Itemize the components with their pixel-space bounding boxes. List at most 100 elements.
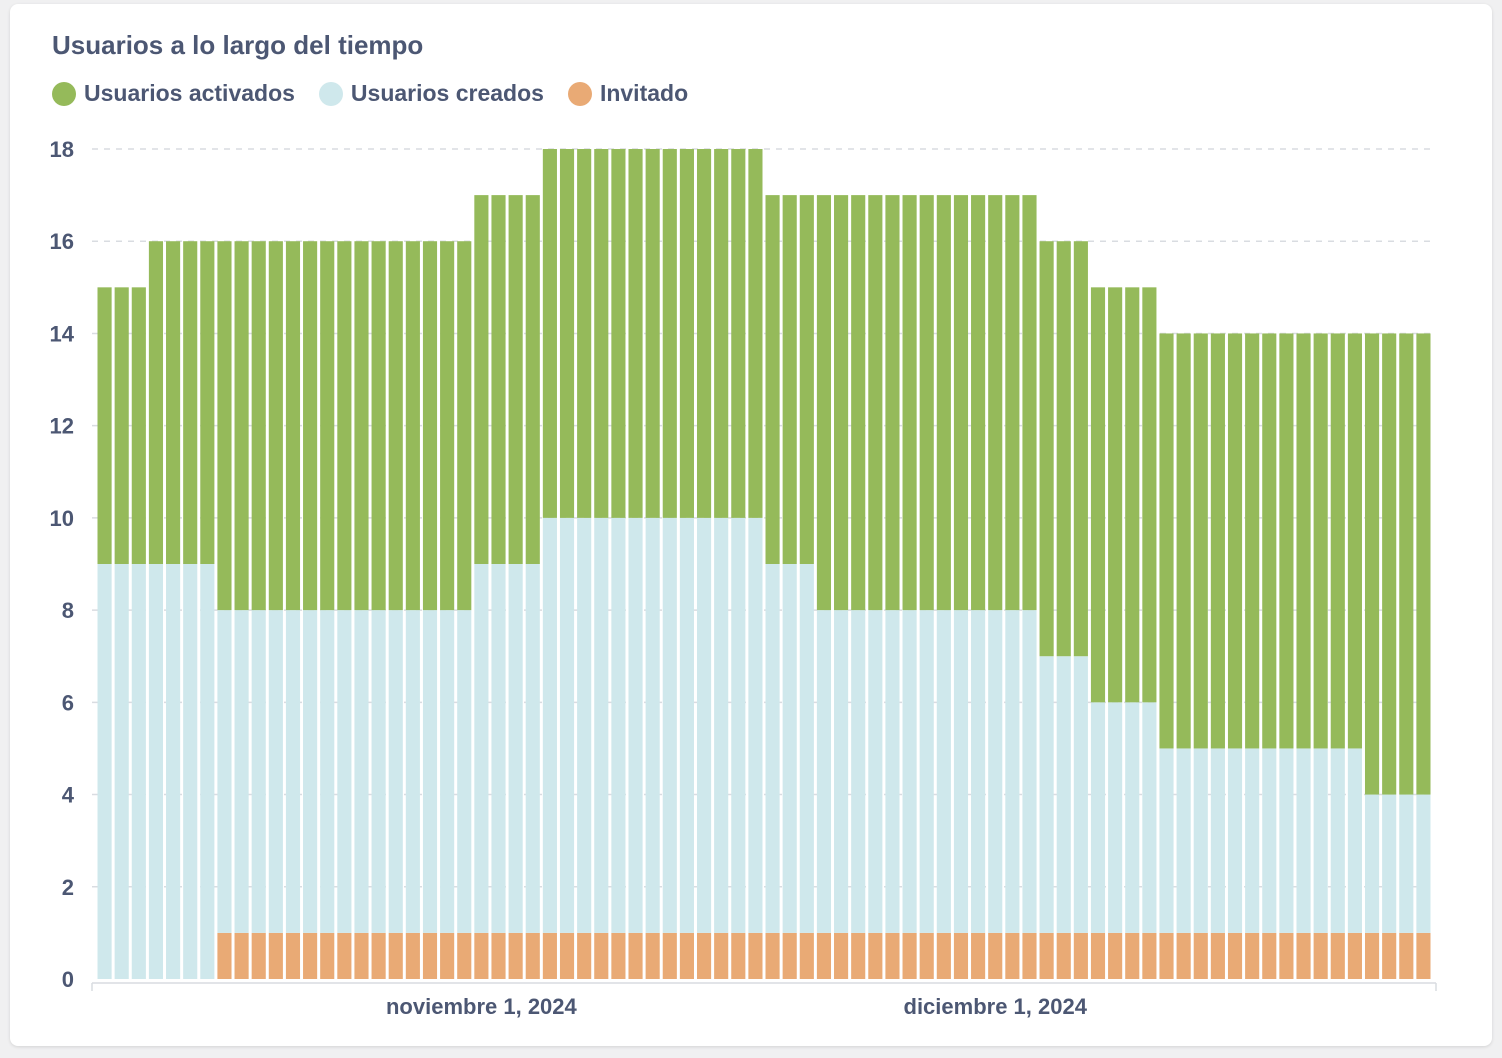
bar-invited[interactable] bbox=[919, 932, 934, 979]
bar-activated[interactable] bbox=[1159, 333, 1174, 749]
bar-invited[interactable] bbox=[371, 932, 386, 979]
bar-activated[interactable] bbox=[217, 241, 232, 611]
bar-invited[interactable] bbox=[782, 932, 797, 979]
bar-created[interactable] bbox=[714, 517, 729, 933]
bar-invited[interactable] bbox=[645, 932, 660, 979]
bar-activated[interactable] bbox=[1227, 333, 1243, 749]
bar-activated[interactable] bbox=[183, 241, 198, 564]
bar-activated[interactable] bbox=[645, 149, 660, 518]
bar-invited[interactable] bbox=[1279, 932, 1294, 979]
bar-invited[interactable] bbox=[337, 932, 352, 979]
bar-created[interactable] bbox=[1039, 656, 1054, 933]
bar-created[interactable] bbox=[1416, 794, 1431, 933]
bar-created[interactable] bbox=[405, 610, 420, 933]
bar-invited[interactable] bbox=[405, 932, 420, 979]
bar-created[interactable] bbox=[765, 564, 780, 933]
bar-activated[interactable] bbox=[1210, 333, 1225, 749]
bar-activated[interactable] bbox=[1073, 241, 1088, 657]
bar-created[interactable] bbox=[268, 610, 283, 933]
bar-invited[interactable] bbox=[491, 932, 506, 979]
bar-invited[interactable] bbox=[1227, 932, 1243, 979]
bar-created[interactable] bbox=[1227, 748, 1243, 933]
bar-activated[interactable] bbox=[371, 241, 386, 611]
bar-activated[interactable] bbox=[234, 241, 249, 611]
bar-invited[interactable] bbox=[474, 932, 489, 979]
bar-activated[interactable] bbox=[953, 195, 969, 611]
bar-created[interactable] bbox=[559, 517, 575, 933]
bar-created[interactable] bbox=[816, 610, 832, 933]
bar-activated[interactable] bbox=[628, 149, 643, 518]
bar-activated[interactable] bbox=[919, 195, 934, 611]
bar-created[interactable] bbox=[868, 610, 883, 933]
bar-created[interactable] bbox=[1262, 748, 1277, 933]
bar-activated[interactable] bbox=[971, 195, 986, 611]
bar-created[interactable] bbox=[1193, 748, 1208, 933]
legend-item-created[interactable]: Usuarios creados bbox=[318, 80, 544, 107]
bar-created[interactable] bbox=[1176, 748, 1191, 933]
bar-invited[interactable] bbox=[1142, 932, 1157, 979]
bar-activated[interactable] bbox=[748, 149, 763, 518]
bar-activated[interactable] bbox=[1039, 241, 1054, 657]
bar-invited[interactable] bbox=[611, 932, 626, 979]
bar-activated[interactable] bbox=[508, 195, 523, 564]
bar-invited[interactable] bbox=[1347, 932, 1362, 979]
bar-invited[interactable] bbox=[268, 932, 283, 979]
bar-activated[interactable] bbox=[662, 149, 677, 518]
bar-invited[interactable] bbox=[868, 932, 883, 979]
bar-created[interactable] bbox=[457, 610, 472, 933]
bar-invited[interactable] bbox=[662, 932, 677, 979]
bar-invited[interactable] bbox=[1039, 932, 1054, 979]
bar-invited[interactable] bbox=[971, 932, 986, 979]
bar-invited[interactable] bbox=[816, 932, 832, 979]
bar-activated[interactable] bbox=[148, 241, 164, 564]
bar-created[interactable] bbox=[662, 517, 677, 933]
bar-invited[interactable] bbox=[1313, 932, 1328, 979]
bar-created[interactable] bbox=[1142, 702, 1157, 933]
bar-activated[interactable] bbox=[1347, 333, 1362, 749]
bar-activated[interactable] bbox=[1125, 287, 1140, 703]
bar-invited[interactable] bbox=[422, 932, 438, 979]
bar-created[interactable] bbox=[902, 610, 917, 933]
bar-invited[interactable] bbox=[577, 932, 592, 979]
bar-created[interactable] bbox=[508, 564, 523, 933]
bar-invited[interactable] bbox=[696, 932, 712, 979]
bar-invited[interactable] bbox=[1176, 932, 1191, 979]
bar-activated[interactable] bbox=[405, 241, 420, 611]
bar-created[interactable] bbox=[628, 517, 643, 933]
bar-invited[interactable] bbox=[714, 932, 729, 979]
bar-invited[interactable] bbox=[440, 932, 455, 979]
bar-created[interactable] bbox=[885, 610, 900, 933]
bar-activated[interactable] bbox=[851, 195, 866, 611]
bar-activated[interactable] bbox=[1090, 287, 1106, 703]
bar-created[interactable] bbox=[97, 564, 112, 979]
bar-invited[interactable] bbox=[1108, 932, 1123, 979]
bar-invited[interactable] bbox=[457, 932, 472, 979]
legend-item-activated[interactable]: Usuarios activados bbox=[52, 80, 295, 107]
bar-activated[interactable] bbox=[525, 195, 540, 564]
bar-activated[interactable] bbox=[988, 195, 1003, 611]
bar-activated[interactable] bbox=[799, 195, 814, 564]
bar-invited[interactable] bbox=[542, 932, 557, 979]
bar-invited[interactable] bbox=[902, 932, 917, 979]
bar-activated[interactable] bbox=[320, 241, 335, 611]
bar-created[interactable] bbox=[679, 517, 694, 933]
bar-invited[interactable] bbox=[388, 932, 403, 979]
bar-created[interactable] bbox=[971, 610, 986, 933]
bar-activated[interactable] bbox=[611, 149, 626, 518]
bar-activated[interactable] bbox=[936, 195, 951, 611]
bar-created[interactable] bbox=[936, 610, 951, 933]
bar-activated[interactable] bbox=[285, 241, 301, 611]
bar-created[interactable] bbox=[440, 610, 455, 933]
bar-invited[interactable] bbox=[936, 932, 951, 979]
bar-activated[interactable] bbox=[97, 287, 112, 564]
bar-activated[interactable] bbox=[440, 241, 455, 611]
bar-created[interactable] bbox=[1245, 748, 1260, 933]
bar-created[interactable] bbox=[183, 564, 198, 979]
bar-activated[interactable] bbox=[388, 241, 403, 611]
bar-invited[interactable] bbox=[303, 932, 318, 979]
bar-activated[interactable] bbox=[251, 241, 266, 611]
bar-activated[interactable] bbox=[491, 195, 506, 564]
bar-invited[interactable] bbox=[285, 932, 301, 979]
bar-invited[interactable] bbox=[1090, 932, 1106, 979]
bar-activated[interactable] bbox=[200, 241, 215, 564]
